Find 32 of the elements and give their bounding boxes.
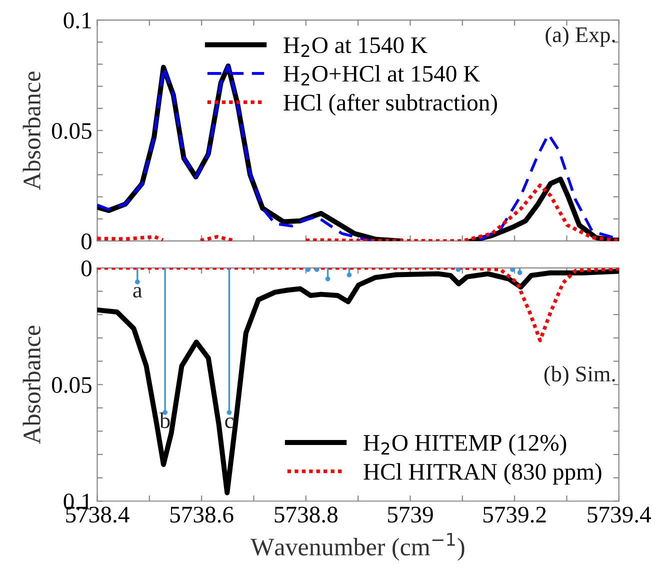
annotation: b [159,412,170,428]
legend-label: HCl HITRAN (830 ppm) [364,463,602,485]
y-tick-label: 0 [81,260,92,276]
point [226,410,232,415]
point [325,276,330,282]
annotation: (a) Exp. [546,26,615,47]
point [314,268,320,272]
y-tick-label: 0.05 [52,122,92,140]
legend-label: H$_{2}$O at 1540 K [284,37,428,57]
y-tick-label: 0.05 [52,377,92,394]
x-tick-label: 5739 [388,506,433,523]
y-tick-label: 0.1 [64,12,91,29]
y-axis-title: Absorbance [22,326,40,444]
x-tick-label: 5739.2 [483,506,546,523]
annotation: a [133,286,142,298]
annotation: (b) Sim. [544,366,615,386]
point [456,268,461,272]
point [346,272,352,278]
annotation: c [225,417,234,428]
x-tick-label: 5739.4 [588,506,651,523]
point [510,268,515,272]
x-tick-label: 5738.8 [274,506,338,523]
x-axis-title: Wavenumber (cm$^{−1}$) [250,532,464,561]
y-axis-title: Absorbance [22,72,40,190]
y-tick-label: 0 [81,233,92,250]
legend-label: H$_{2}$O+HCl at 1540 K [284,65,480,86]
x-tick-label: 5738.6 [170,506,234,523]
point [306,268,310,272]
point [134,280,140,284]
legend-label: HCl (after subtraction) [284,94,497,116]
point [517,270,522,276]
legend-label: H$_{2}$O HITEMP (12%) [364,434,566,456]
